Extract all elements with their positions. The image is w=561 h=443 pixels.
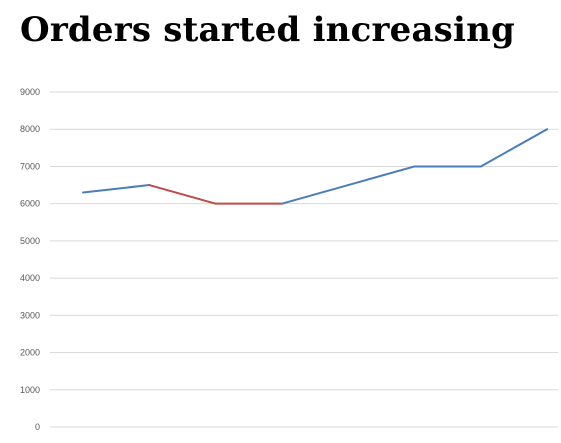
y-tick-label-8000: 8000: [20, 124, 40, 134]
orders-series: [82, 128, 549, 205]
line-segment-1: [82, 184, 151, 194]
y-tick-label-5000: 5000: [20, 236, 40, 246]
line-segment-5: [347, 165, 416, 187]
y-tick-label-0: 0: [35, 422, 40, 432]
y-tick-label-2000: 2000: [20, 348, 40, 358]
y-axis-tick-labels: 0 1000 2000 3000 4000 5000 6000 7000 8000 9000: [20, 87, 40, 432]
y-tick-label-4000: 4000: [20, 273, 40, 283]
y-tick-label-6000: 6000: [20, 199, 40, 209]
y-tick-label-1000: 1000: [20, 385, 40, 395]
y-tick-label-9000: 9000: [20, 87, 40, 97]
y-tick-label-3000: 3000: [20, 310, 40, 320]
y-tick-label-7000: 7000: [20, 161, 40, 171]
line-segment-7: [479, 128, 549, 168]
line-segment-2: [148, 184, 217, 205]
line-segment-4: [280, 184, 350, 205]
chart-title: Orders started increasing: [20, 10, 516, 50]
gridlines: [50, 91, 558, 428]
